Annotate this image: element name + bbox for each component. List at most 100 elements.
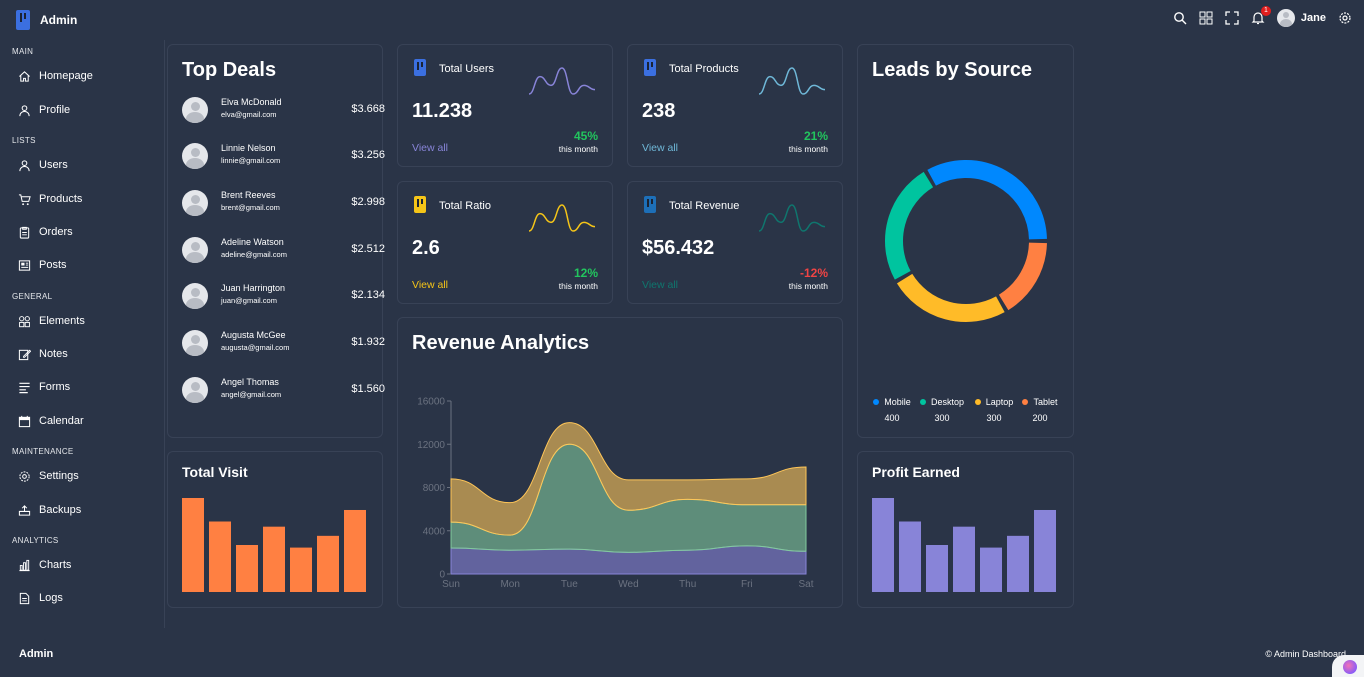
sidebar-item-label: Backups (39, 504, 82, 516)
avatar (1276, 9, 1295, 27)
area-series-series-3 (450, 422, 807, 536)
bar (182, 498, 204, 592)
sparkline-series (528, 204, 596, 232)
sparkline-chart (758, 67, 826, 95)
list-item[interactable]: Juan Harrington juan@gmail.com $2.134 (182, 283, 385, 311)
stat-percentage: -12% (799, 266, 828, 280)
deal-name: Elva McDonald (221, 97, 282, 107)
deal-amount: $1.560 (351, 383, 385, 395)
legend-value: 300 (986, 413, 1002, 423)
grid-icon (19, 315, 30, 327)
deal-email: juan@gmail.com (221, 296, 277, 305)
assistant-logo-icon[interactable] (1332, 655, 1364, 677)
stat-value: 238 (642, 100, 676, 122)
bar (1034, 509, 1056, 592)
sidebar: MAIN Homepage Profile LISTS Users Produc… (0, 40, 165, 628)
x-tick-label: Thu (679, 579, 696, 590)
total-ratio-card: Total Ratio 2.6 View all 12% this month (397, 181, 613, 304)
bar (209, 521, 231, 592)
legend-label: Tablet (1033, 397, 1058, 407)
top-deals-card: Top Deals Elva McDonald elva@gmail.com $3.… (167, 44, 385, 438)
legend-dot (974, 399, 981, 405)
sidebar-item-notes[interactable]: Notes (18, 345, 68, 363)
sidebar-item-profile[interactable]: Profile (18, 101, 70, 119)
home-icon (19, 70, 30, 82)
document-icon (19, 592, 30, 604)
bar (290, 547, 312, 592)
view-all-link[interactable]: View all (412, 142, 448, 154)
bar (872, 498, 894, 592)
deal-email: augusta@gmail.com (221, 343, 290, 352)
total-revenue-card: Total Revenue $56.432 View all -12% this… (627, 181, 843, 304)
donut-slice-laptop (896, 273, 1005, 322)
sidebar-item-products[interactable]: Products (18, 190, 82, 208)
logo-icon (644, 196, 656, 213)
avatar (182, 143, 208, 169)
navbar: Admin 1 Jane (0, 0, 1364, 40)
legend-dot (919, 399, 926, 405)
app-logo[interactable]: Admin (16, 10, 77, 30)
donut-chart (885, 160, 1047, 322)
sidebar-item-elements[interactable]: Elements (18, 312, 85, 330)
sidebar-item-label: Homepage (39, 70, 93, 82)
calendar-icon (18, 415, 31, 427)
list-item[interactable]: Augusta McGee augusta@gmail.com $1.932 (182, 330, 385, 358)
donut-slice-desktop (885, 171, 934, 280)
user-menu[interactable]: Jane (1276, 9, 1326, 27)
stat-period: this month (558, 144, 598, 154)
donut-slice-mobile (927, 160, 1047, 240)
deal-name: Adeline Watson (221, 237, 284, 247)
list-item[interactable]: Linnie Nelson linnie@gmail.com $3.256 (182, 143, 385, 171)
section-title-main: MAIN (12, 47, 34, 56)
x-tick-label: Mon (500, 579, 519, 590)
legend-dot (873, 399, 880, 405)
search-icon[interactable] (1173, 11, 1187, 25)
sidebar-item-posts[interactable]: Posts (18, 256, 67, 274)
gear-icon[interactable] (1338, 11, 1352, 25)
deal-amount: $3.256 (351, 149, 385, 161)
sidebar-item-backups[interactable]: Backups (18, 501, 81, 519)
clipboard-icon (19, 226, 30, 239)
section-title-maintenance: MAINTENANCE (12, 447, 74, 456)
bar-chart (182, 498, 366, 592)
bar-chart-icon (19, 559, 30, 571)
notification-badge: 1 (1260, 6, 1271, 16)
view-all-link[interactable]: View all (642, 279, 678, 291)
expand-icon[interactable] (1225, 11, 1239, 25)
stat-percentage: 45% (573, 129, 598, 143)
sidebar-item-charts[interactable]: Charts (18, 556, 71, 574)
deal-email: elva@gmail.com (221, 110, 277, 119)
list-item[interactable]: Angel Thomas angel@gmail.com $1.560 (182, 377, 385, 405)
sidebar-item-forms[interactable]: Forms (18, 378, 70, 396)
y-tick-label: 8000 (423, 483, 446, 494)
view-all-link[interactable]: View all (412, 279, 448, 291)
apps-icon[interactable] (1199, 11, 1213, 25)
sidebar-item-label: Orders (39, 226, 73, 238)
stat-title: Total Products (669, 63, 739, 75)
list-item[interactable]: Adeline Watson adeline@gmail.com $2.512 (182, 237, 385, 265)
deal-email: angel@gmail.com (221, 390, 282, 399)
deal-name: Brent Reeves (221, 190, 276, 200)
list-item[interactable]: Elva McDonald elva@gmail.com $3.668 (182, 97, 385, 125)
sidebar-item-settings[interactable]: Settings (18, 467, 79, 485)
view-all-link[interactable]: View all (642, 142, 678, 154)
list-item[interactable]: Brent Reeves brent@gmail.com $2.998 (182, 190, 385, 218)
total-visit-card: Total Visit (167, 451, 383, 608)
stat-title: Total Revenue (669, 200, 740, 212)
x-tick-label: Tue (561, 579, 578, 590)
sidebar-item-orders[interactable]: Orders (18, 223, 73, 241)
deal-amount: $1.932 (351, 336, 385, 348)
deal-amount: $2.998 (351, 196, 385, 208)
deal-name: Angel Thomas (221, 377, 279, 387)
x-tick-label: Sun (442, 579, 460, 590)
sidebar-item-users[interactable]: Users (18, 156, 68, 174)
notification-bell-icon[interactable]: 1 (1251, 6, 1271, 25)
total-visit-title: Total Visit (182, 464, 248, 480)
sparkline-series (528, 67, 596, 95)
section-title-analytics: ANALYTICS (12, 536, 59, 545)
sidebar-item-homepage[interactable]: Homepage (18, 67, 93, 85)
footer-brand: Admin (19, 648, 54, 660)
sidebar-item-calendar[interactable]: Calendar (18, 412, 84, 430)
stat-value: 2.6 (412, 237, 440, 259)
sidebar-item-logs[interactable]: Logs (18, 589, 63, 607)
